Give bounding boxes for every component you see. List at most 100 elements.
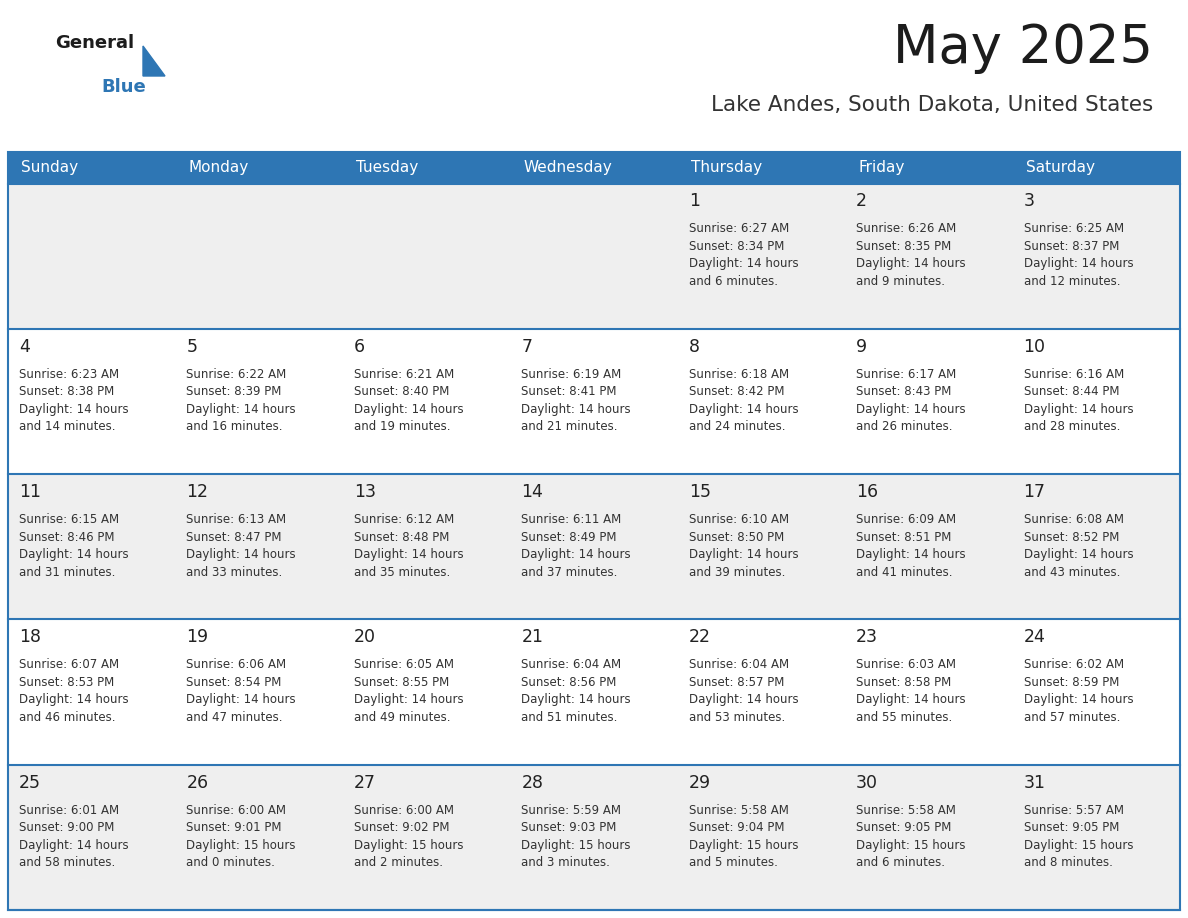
Text: Sunset: 8:42 PM: Sunset: 8:42 PM (689, 386, 784, 398)
Text: 27: 27 (354, 774, 375, 791)
Text: 19: 19 (187, 629, 209, 646)
Text: Sunrise: 6:04 AM: Sunrise: 6:04 AM (689, 658, 789, 671)
Text: Sunset: 8:48 PM: Sunset: 8:48 PM (354, 531, 449, 543)
Text: Sunset: 8:59 PM: Sunset: 8:59 PM (1024, 676, 1119, 688)
Text: 10: 10 (1024, 338, 1045, 356)
Text: Sunrise: 6:12 AM: Sunrise: 6:12 AM (354, 513, 454, 526)
Text: Daylight: 15 hours: Daylight: 15 hours (1024, 839, 1133, 852)
Text: Sunset: 8:38 PM: Sunset: 8:38 PM (19, 386, 114, 398)
Bar (677, 152, 845, 184)
Text: Daylight: 15 hours: Daylight: 15 hours (187, 839, 296, 852)
Text: and 31 minutes.: and 31 minutes. (19, 565, 115, 578)
Text: Daylight: 14 hours: Daylight: 14 hours (354, 403, 463, 416)
Text: Sunset: 8:52 PM: Sunset: 8:52 PM (1024, 531, 1119, 543)
Text: and 57 minutes.: and 57 minutes. (1024, 711, 1120, 724)
Text: Daylight: 15 hours: Daylight: 15 hours (522, 839, 631, 852)
Text: 20: 20 (354, 629, 375, 646)
Text: and 41 minutes.: and 41 minutes. (857, 565, 953, 578)
Text: and 47 minutes.: and 47 minutes. (187, 711, 283, 724)
Bar (1012, 152, 1180, 184)
Text: and 53 minutes.: and 53 minutes. (689, 711, 785, 724)
Text: Sunset: 8:51 PM: Sunset: 8:51 PM (857, 531, 952, 543)
Text: Sunset: 9:02 PM: Sunset: 9:02 PM (354, 822, 449, 834)
Text: Daylight: 14 hours: Daylight: 14 hours (689, 693, 798, 706)
Text: Daylight: 14 hours: Daylight: 14 hours (689, 548, 798, 561)
Text: Sunset: 9:04 PM: Sunset: 9:04 PM (689, 822, 784, 834)
Text: Sunset: 8:43 PM: Sunset: 8:43 PM (857, 386, 952, 398)
Text: Sunset: 8:40 PM: Sunset: 8:40 PM (354, 386, 449, 398)
Text: and 6 minutes.: and 6 minutes. (689, 275, 778, 288)
Text: Sunrise: 6:07 AM: Sunrise: 6:07 AM (19, 658, 119, 671)
Bar (8, 329, 1180, 474)
Text: and 37 minutes.: and 37 minutes. (522, 565, 618, 578)
Text: Sunset: 9:00 PM: Sunset: 9:00 PM (19, 822, 114, 834)
Text: Sunset: 8:50 PM: Sunset: 8:50 PM (689, 531, 784, 543)
Text: and 46 minutes.: and 46 minutes. (19, 711, 115, 724)
Text: 16: 16 (857, 483, 878, 501)
Text: Daylight: 14 hours: Daylight: 14 hours (1024, 258, 1133, 271)
Text: Daylight: 14 hours: Daylight: 14 hours (689, 258, 798, 271)
Text: Daylight: 14 hours: Daylight: 14 hours (857, 548, 966, 561)
Text: Daylight: 14 hours: Daylight: 14 hours (1024, 548, 1133, 561)
Text: Sunrise: 6:00 AM: Sunrise: 6:00 AM (354, 803, 454, 817)
Bar (511, 152, 677, 184)
Text: and 16 minutes.: and 16 minutes. (187, 420, 283, 433)
Text: Daylight: 14 hours: Daylight: 14 hours (187, 403, 296, 416)
Text: Sunrise: 6:00 AM: Sunrise: 6:00 AM (187, 803, 286, 817)
Text: 14: 14 (522, 483, 543, 501)
Text: 23: 23 (857, 629, 878, 646)
Text: 29: 29 (689, 774, 710, 791)
Text: Daylight: 14 hours: Daylight: 14 hours (19, 839, 128, 852)
Text: Sunset: 8:44 PM: Sunset: 8:44 PM (1024, 386, 1119, 398)
Text: and 39 minutes.: and 39 minutes. (689, 565, 785, 578)
Text: 21: 21 (522, 629, 543, 646)
Text: and 51 minutes.: and 51 minutes. (522, 711, 618, 724)
Text: Sunrise: 6:26 AM: Sunrise: 6:26 AM (857, 222, 956, 236)
Text: Daylight: 14 hours: Daylight: 14 hours (857, 258, 966, 271)
Text: Sunset: 8:56 PM: Sunset: 8:56 PM (522, 676, 617, 688)
Bar (8, 152, 176, 184)
Text: Sunrise: 6:01 AM: Sunrise: 6:01 AM (19, 803, 119, 817)
Text: and 8 minutes.: and 8 minutes. (1024, 856, 1112, 869)
Text: and 12 minutes.: and 12 minutes. (1024, 275, 1120, 288)
Text: Daylight: 14 hours: Daylight: 14 hours (522, 548, 631, 561)
Text: 12: 12 (187, 483, 208, 501)
Text: and 43 minutes.: and 43 minutes. (1024, 565, 1120, 578)
Text: 17: 17 (1024, 483, 1045, 501)
Text: 25: 25 (19, 774, 42, 791)
Text: General: General (55, 34, 134, 52)
Text: 28: 28 (522, 774, 543, 791)
Text: Sunset: 8:54 PM: Sunset: 8:54 PM (187, 676, 282, 688)
Text: Thursday: Thursday (690, 161, 762, 175)
Text: and 6 minutes.: and 6 minutes. (857, 856, 946, 869)
Text: Sunrise: 6:17 AM: Sunrise: 6:17 AM (857, 368, 956, 381)
Text: and 35 minutes.: and 35 minutes. (354, 565, 450, 578)
Text: Sunrise: 6:02 AM: Sunrise: 6:02 AM (1024, 658, 1124, 671)
Text: Daylight: 14 hours: Daylight: 14 hours (522, 693, 631, 706)
Text: 9: 9 (857, 338, 867, 356)
Text: 11: 11 (19, 483, 42, 501)
Text: Sunrise: 6:19 AM: Sunrise: 6:19 AM (522, 368, 621, 381)
Text: 3: 3 (1024, 193, 1035, 210)
Text: and 21 minutes.: and 21 minutes. (522, 420, 618, 433)
Text: Sunset: 8:41 PM: Sunset: 8:41 PM (522, 386, 617, 398)
Text: Sunrise: 5:57 AM: Sunrise: 5:57 AM (1024, 803, 1124, 817)
Text: Sunset: 8:47 PM: Sunset: 8:47 PM (187, 531, 282, 543)
Text: Sunset: 8:37 PM: Sunset: 8:37 PM (1024, 240, 1119, 253)
Text: 5: 5 (187, 338, 197, 356)
Bar (8, 765, 1180, 910)
Text: Sunrise: 6:22 AM: Sunrise: 6:22 AM (187, 368, 286, 381)
Text: Sunrise: 6:23 AM: Sunrise: 6:23 AM (19, 368, 119, 381)
Text: 30: 30 (857, 774, 878, 791)
Text: Sunrise: 6:06 AM: Sunrise: 6:06 AM (187, 658, 286, 671)
Bar (8, 184, 1180, 329)
Text: Sunrise: 6:25 AM: Sunrise: 6:25 AM (1024, 222, 1124, 236)
Text: Lake Andes, South Dakota, United States: Lake Andes, South Dakota, United States (710, 95, 1154, 115)
Text: 1: 1 (689, 193, 700, 210)
Text: Sunrise: 5:59 AM: Sunrise: 5:59 AM (522, 803, 621, 817)
Text: Sunrise: 6:18 AM: Sunrise: 6:18 AM (689, 368, 789, 381)
Text: Sunset: 8:55 PM: Sunset: 8:55 PM (354, 676, 449, 688)
Text: Sunrise: 6:13 AM: Sunrise: 6:13 AM (187, 513, 286, 526)
Text: Daylight: 15 hours: Daylight: 15 hours (354, 839, 463, 852)
Text: Sunrise: 6:08 AM: Sunrise: 6:08 AM (1024, 513, 1124, 526)
